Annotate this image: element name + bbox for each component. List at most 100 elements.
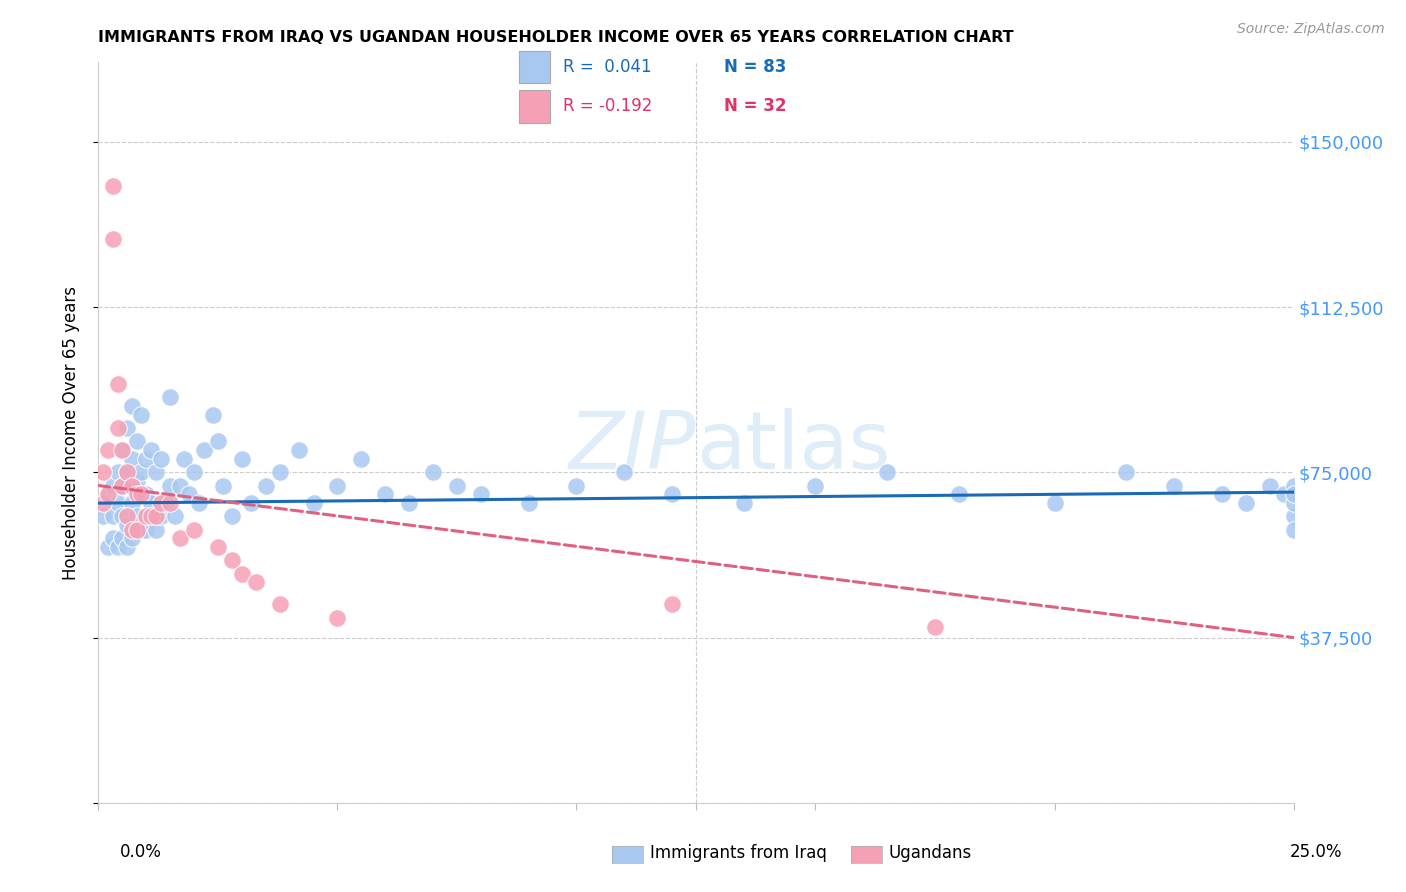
Point [135,487,157,501]
Point [101,178,124,193]
Point [876,465,898,479]
Point [1258,478,1281,492]
Point [111,478,134,492]
Text: R =  0.041: R = 0.041 [562,58,651,76]
Point [1043,496,1066,510]
Point [149,452,172,467]
Point [661,598,683,612]
Point [91,496,114,510]
Point [221,509,243,524]
Point [101,478,124,492]
Point [125,434,148,449]
Text: ZIP: ZIP [568,409,696,486]
Point [1272,487,1295,501]
Point [422,465,444,479]
Point [1282,496,1305,510]
Point [125,474,148,488]
Point [131,487,153,501]
Point [139,496,162,510]
Point [115,465,138,479]
Text: Immigrants from Iraq: Immigrants from Iraq [650,844,827,862]
Point [97,540,120,554]
Point [135,509,157,524]
Point [149,509,172,524]
Point [111,443,134,458]
Point [183,523,205,537]
Point [135,452,157,467]
Point [1282,509,1305,524]
Point [111,509,134,524]
Point [115,509,138,524]
Point [149,496,172,510]
Point [240,496,263,510]
Point [169,478,191,492]
Point [207,540,229,554]
Point [245,575,267,590]
Point [145,465,167,479]
Point [1163,478,1185,492]
Point [121,399,143,413]
Point [374,487,396,501]
Point [115,421,138,435]
Point [470,487,492,501]
Point [211,478,233,492]
Point [613,465,636,479]
Point [948,487,970,501]
Point [97,487,120,501]
Point [231,452,253,467]
Point [107,421,129,435]
Point [97,487,120,501]
Point [121,478,143,492]
Point [207,434,229,449]
Text: N = 83: N = 83 [724,58,786,76]
Point [115,518,138,533]
Point [91,465,114,479]
Point [1282,523,1305,537]
Text: 0.0%: 0.0% [120,843,162,861]
Point [97,443,120,458]
Point [517,496,540,510]
Point [111,443,134,458]
Y-axis label: Householder Income Over 65 years: Householder Income Over 65 years [62,285,80,580]
Point [121,496,143,510]
Text: IMMIGRANTS FROM IRAQ VS UGANDAN HOUSEHOLDER INCOME OVER 65 YEARS CORRELATION CHA: IMMIGRANTS FROM IRAQ VS UGANDAN HOUSEHOL… [98,29,1014,45]
Point [733,496,755,510]
Point [107,496,129,510]
Point [350,452,373,467]
Point [121,532,143,546]
Point [1282,478,1305,492]
Point [139,509,162,524]
Point [159,496,181,510]
Point [179,487,201,501]
Point [135,523,157,537]
Point [125,487,148,501]
Point [288,443,311,458]
Point [159,478,181,492]
Point [1115,465,1137,479]
Point [302,496,325,510]
Point [1211,487,1233,501]
Point [101,232,124,246]
Text: Source: ZipAtlas.com: Source: ZipAtlas.com [1237,22,1385,37]
Point [115,540,138,554]
Point [121,523,143,537]
Point [183,465,205,479]
Point [269,598,291,612]
Point [111,478,134,492]
Point [125,523,148,537]
Text: R = -0.192: R = -0.192 [562,97,652,115]
Point [121,452,143,467]
Point [101,509,124,524]
Point [169,532,191,546]
Point [1234,496,1257,510]
Point [202,408,225,422]
Text: N = 32: N = 32 [724,97,786,115]
FancyBboxPatch shape [519,51,550,83]
Point [131,408,153,422]
Point [924,619,946,633]
Point [804,478,827,492]
Text: Ugandans: Ugandans [889,844,972,862]
Text: atlas: atlas [696,409,890,486]
Point [91,509,114,524]
Point [131,523,153,537]
